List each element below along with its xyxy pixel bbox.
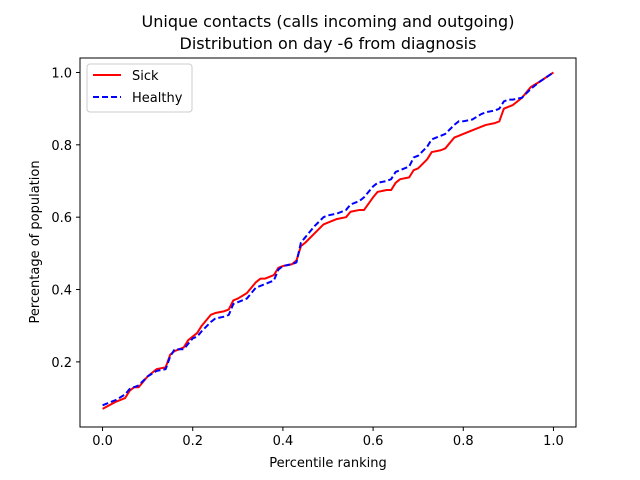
chart-subtitle: Distribution on day -6 from diagnosis — [180, 34, 477, 53]
y-tick-label: 1.0 — [51, 66, 72, 81]
x-axis: 0.0 0.2 0.4 0.6 0.8 1.0 — [92, 427, 564, 449]
x-tick-label: 0.4 — [273, 434, 294, 449]
y-axis-label: Percentage of population — [28, 160, 43, 323]
chart-title: Unique contacts (calls incoming and outg… — [142, 12, 515, 31]
y-tick-label: 0.2 — [51, 356, 72, 371]
series-line-sick — [102, 71, 555, 410]
legend: Sick Healthy — [86, 63, 193, 113]
plot-frame — [79, 57, 577, 428]
x-tick-label: 1.0 — [543, 434, 564, 449]
legend-label-healthy: Healthy — [132, 91, 183, 106]
y-tick-label: 0.8 — [51, 139, 72, 154]
y-tick-label: 0.6 — [51, 211, 72, 226]
y-axis: 0.2 0.4 0.6 0.8 1.0 — [51, 66, 80, 371]
x-tick-label: 0.2 — [182, 434, 203, 449]
legend-label-sick: Sick — [132, 69, 159, 84]
x-tick-label: 0.8 — [453, 434, 474, 449]
x-tick-label: 0.0 — [92, 434, 113, 449]
x-axis-label: Percentile ranking — [269, 456, 386, 471]
series-line-healthy — [102, 71, 555, 407]
series-layer — [102, 71, 555, 410]
y-tick-label: 0.4 — [51, 284, 72, 299]
x-tick-label: 0.6 — [363, 434, 384, 449]
